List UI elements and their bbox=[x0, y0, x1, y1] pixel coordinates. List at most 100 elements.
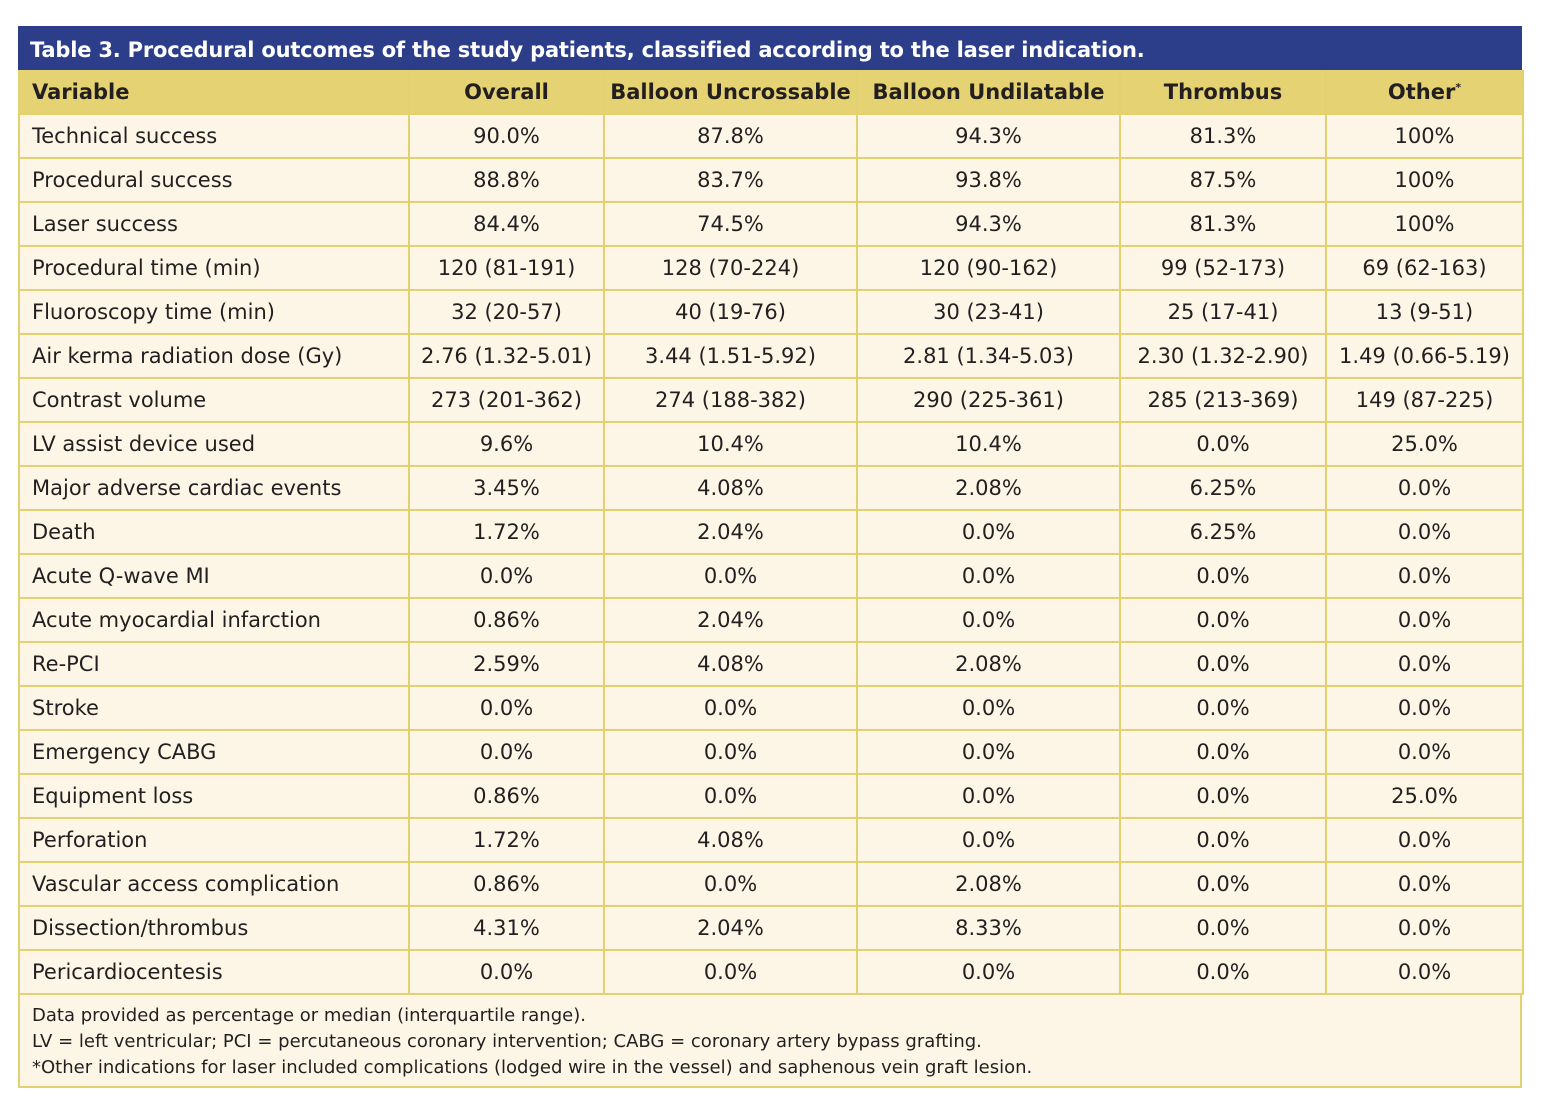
column-header-label: Balloon Uncrossable bbox=[610, 79, 851, 104]
table-cell: 6.25% bbox=[1119, 465, 1327, 511]
table-cell: 6.25% bbox=[1119, 509, 1327, 555]
row-label: Fluoroscopy time (min) bbox=[18, 289, 410, 335]
table-cell: 74.5% bbox=[603, 201, 858, 247]
table-footnotes: Data provided as percentage or median (i… bbox=[18, 995, 1522, 1088]
table-cell: 8.33% bbox=[856, 905, 1121, 951]
column-header-label: Balloon Undilatable bbox=[872, 79, 1105, 104]
table-cell: 0.0% bbox=[1325, 905, 1524, 951]
table-cell: 4.31% bbox=[408, 905, 605, 951]
table-cell: 290 (225-361) bbox=[856, 377, 1121, 423]
table-cell: 0.0% bbox=[603, 685, 858, 731]
table-cell: 2.76 (1.32-5.01) bbox=[408, 333, 605, 379]
table-cell: 87.8% bbox=[603, 113, 858, 159]
table-cell: 0.0% bbox=[856, 509, 1121, 555]
table-cell: 10.4% bbox=[603, 421, 858, 467]
table-cell: 0.0% bbox=[603, 729, 858, 775]
table-cell: 0.0% bbox=[603, 861, 858, 907]
row-label: Vascular access complication bbox=[18, 861, 410, 907]
table-cell: 285 (213-369) bbox=[1119, 377, 1327, 423]
table-row: Laser success 84.4% 74.5% 94.3% 81.3% 100% bbox=[18, 201, 1524, 247]
column-header-label: Variable bbox=[32, 79, 130, 104]
table-cell: 0.0% bbox=[1325, 729, 1524, 775]
table-cell: 0.0% bbox=[1325, 817, 1524, 863]
row-label: Equipment loss bbox=[18, 773, 410, 819]
table-cell: 2.04% bbox=[603, 509, 858, 555]
footnote-marker: * bbox=[1455, 80, 1462, 94]
table-cell: 87.5% bbox=[1119, 157, 1327, 203]
table-row: Air kerma radiation dose (Gy) 2.76 (1.32-… bbox=[18, 333, 1524, 379]
table-cell: 100% bbox=[1325, 157, 1524, 203]
row-label: Contrast volume bbox=[18, 377, 410, 423]
column-header: Overall bbox=[408, 70, 605, 115]
table-cell: 0.0% bbox=[1119, 597, 1327, 643]
column-header: Balloon Undilatable bbox=[856, 70, 1121, 115]
column-header-label: Overall bbox=[464, 79, 549, 104]
table-row: Emergency CABG 0.0% 0.0% 0.0% 0.0% 0.0% bbox=[18, 729, 1524, 775]
table-cell: 94.3% bbox=[856, 113, 1121, 159]
table-cell: 273 (201-362) bbox=[408, 377, 605, 423]
table-cell: 274 (188-382) bbox=[603, 377, 858, 423]
table-cell: 25 (17-41) bbox=[1119, 289, 1327, 335]
table-cell: 0.0% bbox=[603, 949, 858, 995]
table-row: LV assist device used 9.6% 10.4% 10.4% 0.0% 2… bbox=[18, 421, 1524, 467]
table-cell: 0.0% bbox=[408, 685, 605, 731]
table-row: Death 1.72% 2.04% 0.0% 6.25% 0.0% bbox=[18, 509, 1524, 555]
header-row: Variable Overall Balloon Uncrossable Balloo… bbox=[18, 70, 1524, 115]
table-cell: 0.0% bbox=[856, 773, 1121, 819]
row-label: Death bbox=[18, 509, 410, 555]
table-cell: 88.8% bbox=[408, 157, 605, 203]
table-row: Equipment loss 0.86% 0.0% 0.0% 0.0% 25.0% bbox=[18, 773, 1524, 819]
outcomes-table-figure: Table 3. Procedural outcomes of the stud… bbox=[18, 26, 1524, 1088]
table-cell: 13 (9-51) bbox=[1325, 289, 1524, 335]
table-cell: 4.08% bbox=[603, 465, 858, 511]
table-cell: 0.0% bbox=[1325, 861, 1524, 907]
table-cell: 0.86% bbox=[408, 597, 605, 643]
footnote-line: *Other indications for laser included co… bbox=[32, 1057, 1033, 1078]
row-label: Dissection/thrombus bbox=[18, 905, 410, 951]
table-row: Dissection/thrombus 4.31% 2.04% 8.33% 0.0% 0.… bbox=[18, 905, 1524, 951]
table-cell: 3.44 (1.51-5.92) bbox=[603, 333, 858, 379]
table-cell: 25.0% bbox=[1325, 773, 1524, 819]
table-cell: 100% bbox=[1325, 113, 1524, 159]
table-cell: 0.0% bbox=[1119, 641, 1327, 687]
table-cell: 2.04% bbox=[603, 905, 858, 951]
column-header-label: Other bbox=[1387, 79, 1456, 104]
table-cell: 0.0% bbox=[408, 729, 605, 775]
column-header: Balloon Uncrossable bbox=[603, 70, 858, 115]
row-label: Technical success bbox=[18, 113, 410, 159]
table-cell: 0.0% bbox=[856, 685, 1121, 731]
table-cell: 0.0% bbox=[1325, 641, 1524, 687]
table-title: Table 3. Procedural outcomes of the stud… bbox=[18, 26, 1522, 70]
table-cell: 0.0% bbox=[1325, 597, 1524, 643]
table-cell: 0.0% bbox=[1119, 685, 1327, 731]
table-cell: 0.0% bbox=[856, 553, 1121, 599]
table-cell: 0.0% bbox=[1119, 729, 1327, 775]
table-cell: 0.0% bbox=[1325, 509, 1524, 555]
table-cell: 2.08% bbox=[856, 641, 1121, 687]
outcomes-table: Variable Overall Balloon Uncrossable Balloo… bbox=[18, 70, 1524, 995]
table-cell: 0.0% bbox=[1119, 553, 1327, 599]
table-row: Contrast volume 273 (201-362) 274 (188-382… bbox=[18, 377, 1524, 423]
table-cell: 99 (52-173) bbox=[1119, 245, 1327, 291]
table-cell: 2.04% bbox=[603, 597, 858, 643]
table-cell: 83.7% bbox=[603, 157, 858, 203]
table-cell: 0.86% bbox=[408, 773, 605, 819]
table-cell: 0.0% bbox=[856, 949, 1121, 995]
table-row: Acute Q-wave MI 0.0% 0.0% 0.0% 0.0% 0.0% bbox=[18, 553, 1524, 599]
table-cell: 81.3% bbox=[1119, 113, 1327, 159]
footnote-line: LV = left ventricular; PCI = percutaneou… bbox=[32, 1031, 982, 1052]
table-row: Acute myocardial infarction 0.86% 2.04% 0.0… bbox=[18, 597, 1524, 643]
table-cell: 120 (90-162) bbox=[856, 245, 1121, 291]
table-cell: 1.72% bbox=[408, 509, 605, 555]
table-row: Major adverse cardiac events 3.45% 4.08% 2.… bbox=[18, 465, 1524, 511]
table-cell: 2.59% bbox=[408, 641, 605, 687]
table-cell: 1.72% bbox=[408, 817, 605, 863]
row-label: Stroke bbox=[18, 685, 410, 731]
table-cell: 69 (62-163) bbox=[1325, 245, 1524, 291]
table-cell: 10.4% bbox=[856, 421, 1121, 467]
table-cell: 90.0% bbox=[408, 113, 605, 159]
table-cell: 4.08% bbox=[603, 817, 858, 863]
table-cell: 0.0% bbox=[408, 949, 605, 995]
table-cell: 32 (20-57) bbox=[408, 289, 605, 335]
table-cell: 0.0% bbox=[1325, 949, 1524, 995]
